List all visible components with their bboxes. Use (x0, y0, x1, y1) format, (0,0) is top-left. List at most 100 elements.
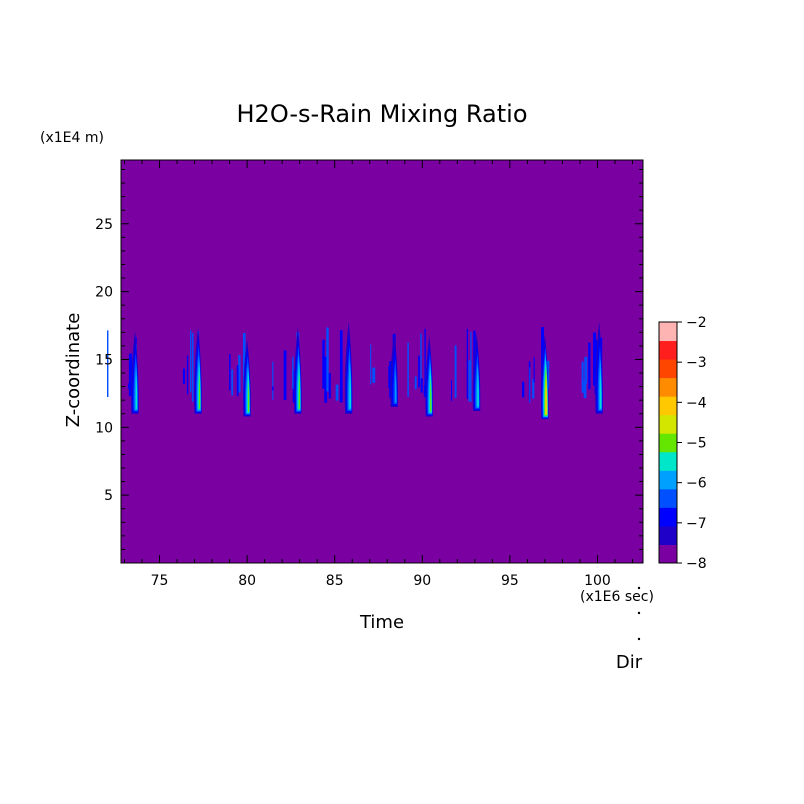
rain-streak (532, 379, 535, 399)
rain-streak (588, 342, 591, 390)
rain-streak (389, 360, 392, 398)
x-tick-label: 100 (584, 573, 611, 589)
x-tick-label: 90 (413, 573, 431, 589)
rain-contour (298, 373, 301, 409)
x-unit-label: (x1E6 sec) (580, 589, 654, 605)
rain-contour (349, 370, 351, 409)
colorbar-tick-label: −3 (686, 355, 707, 371)
y-unit-label: (x1E4 m) (40, 130, 104, 146)
rain-streak (231, 369, 234, 396)
colorbar-band (659, 359, 677, 379)
rain-streak (581, 361, 584, 393)
rain-cell (407, 328, 433, 417)
rain-streak (326, 327, 329, 392)
rain-streak (533, 357, 535, 383)
y-tick-label: 20 (95, 285, 113, 301)
rain-streak (454, 345, 457, 398)
rain-streak (466, 328, 469, 399)
rain-streak (272, 361, 274, 400)
colorbar-band (659, 396, 677, 416)
rain-contour (395, 371, 397, 403)
rain-streak (272, 386, 274, 391)
colorbar-band (659, 544, 677, 564)
dir-label: Dir (616, 652, 643, 673)
rain-streak (414, 376, 417, 390)
rain-streak (292, 356, 294, 389)
rain-streak (423, 385, 426, 397)
rain-contour (247, 380, 250, 412)
rain-cell (370, 331, 398, 407)
rain-streak (107, 330, 109, 397)
rain-contour (198, 373, 201, 409)
x-tick-label: 75 (151, 573, 169, 589)
colorbar-band (659, 414, 677, 434)
colorbar-band (659, 525, 677, 545)
y-tick-label: 25 (95, 217, 113, 233)
rain-streak (584, 356, 588, 384)
rain-contour (545, 379, 548, 415)
y-tick-label: 10 (95, 420, 113, 436)
dir-marker-dot (637, 586, 641, 590)
rain-streak (420, 333, 422, 385)
colorbar-band (659, 322, 677, 342)
rain-streak (322, 339, 325, 389)
rain-streak (546, 360, 550, 390)
rain-streak (470, 331, 472, 403)
colorbar-tick-label: −8 (686, 556, 707, 572)
rain-cell (581, 321, 603, 414)
rain-contour (135, 374, 138, 409)
colorbar-tick-label: −5 (686, 436, 707, 452)
colorbar-band (659, 507, 677, 527)
rain-streak (236, 365, 239, 397)
x-tick-label: 95 (501, 573, 519, 589)
colorbar-tick-label: −2 (686, 315, 707, 331)
y-tick-label: 15 (95, 352, 113, 368)
axis-marks (637, 586, 641, 641)
heatmap-background (121, 160, 643, 563)
colorbar-band (659, 377, 677, 397)
rain-streak (424, 328, 426, 394)
rain-streak (450, 379, 453, 402)
x-axis-label: Time (359, 612, 404, 633)
colorbar-tick-label: −6 (686, 476, 707, 492)
rain-streak (407, 342, 409, 397)
rain-cell (322, 321, 353, 414)
rain-streak (388, 366, 391, 389)
rain-streak (418, 355, 420, 388)
rain-streak (372, 367, 376, 383)
rain-streak (522, 381, 525, 398)
axes: 75 80 85 90 95 100 5 10 15 20 25 (95, 159, 644, 589)
x-tick-label: 85 (326, 573, 344, 589)
rain-cell (450, 328, 481, 412)
rain-streak (238, 355, 241, 393)
colorbar-tick-label: −7 (686, 516, 707, 532)
rain-streak (335, 384, 339, 401)
rain-streak (129, 353, 132, 389)
plot-frame (120, 159, 644, 564)
colorbar-tick-label: −4 (686, 395, 707, 411)
rain-contour (477, 374, 479, 407)
dir-marker-dot (637, 611, 641, 615)
rain-cell (522, 327, 550, 420)
rain-streak (339, 330, 343, 403)
x-tick-label: 80 (238, 573, 256, 589)
colorbar: −2 −3 −4 −5 −6 −7 −8 (658, 315, 707, 572)
rain-streak (529, 367, 531, 403)
rain-contour (600, 370, 602, 409)
rain-streak (127, 383, 130, 389)
rain-cell (272, 327, 302, 414)
colorbar-band (659, 433, 677, 453)
rain-streak (370, 344, 372, 385)
rain-streak (242, 333, 246, 401)
rain-streak (420, 378, 423, 393)
rain-cell (107, 330, 139, 414)
colorbar-band (659, 488, 677, 508)
rain-streak (283, 350, 287, 401)
chart-title: H2O-s-Rain Mixing Ratio (237, 100, 528, 128)
rain-contour (430, 378, 432, 412)
rain-streak (324, 356, 328, 403)
colorbar-band (659, 340, 677, 360)
y-axis-label: Z-coordinate (63, 313, 84, 428)
rain-streak (182, 368, 186, 384)
